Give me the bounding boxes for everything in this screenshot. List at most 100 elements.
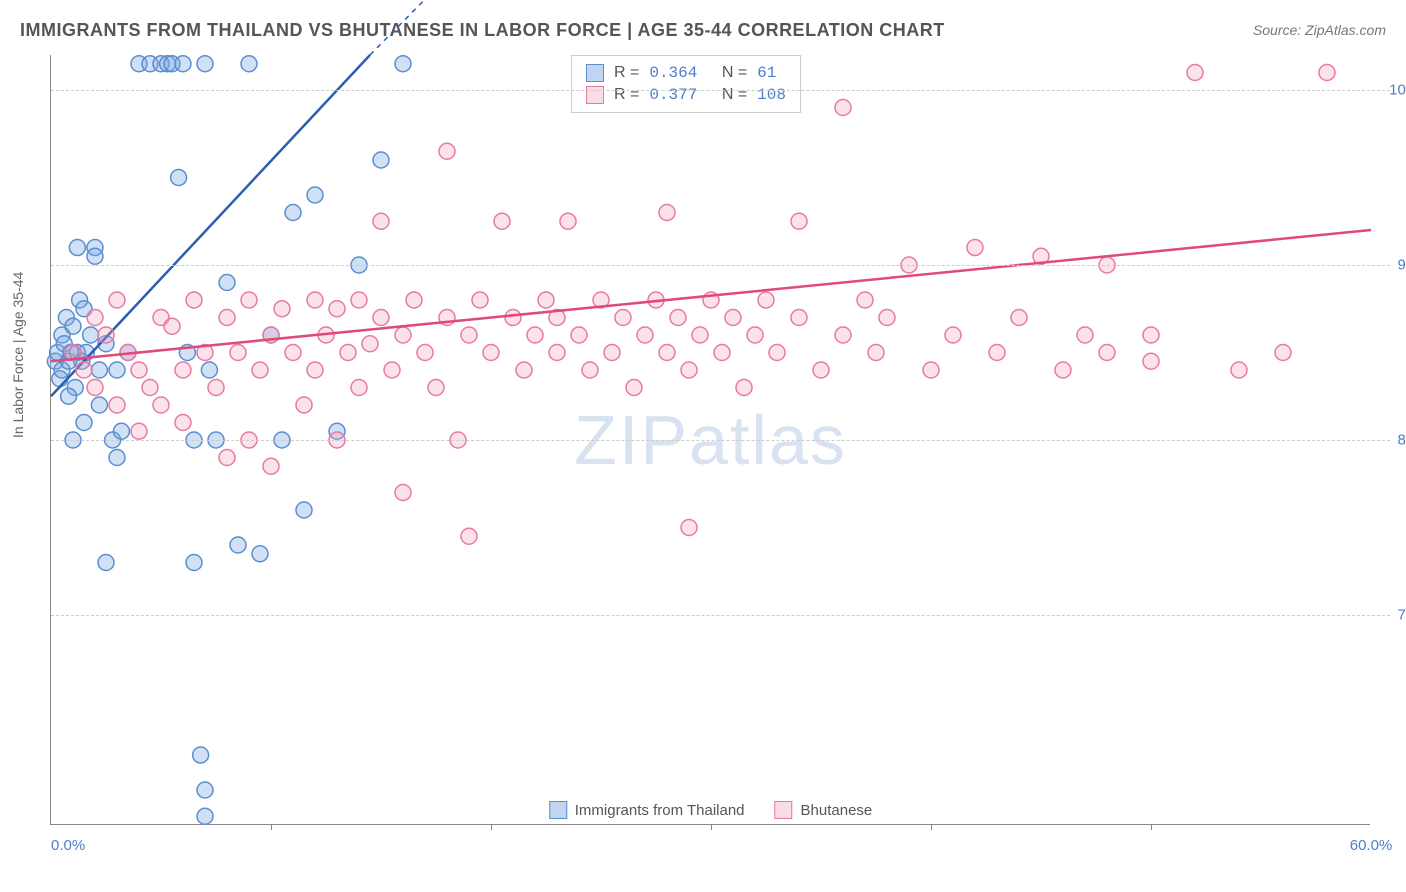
- data-point: [461, 528, 477, 544]
- legend-label: Bhutanese: [801, 802, 873, 819]
- data-point: [571, 327, 587, 343]
- data-point: [113, 423, 129, 439]
- data-point: [351, 292, 367, 308]
- data-point: [164, 318, 180, 334]
- data-point: [329, 301, 345, 317]
- source-attribution: Source: ZipAtlas.com: [1253, 22, 1386, 38]
- data-point: [193, 747, 209, 763]
- x-tick: [931, 824, 932, 830]
- data-point: [109, 450, 125, 466]
- data-point: [681, 520, 697, 536]
- data-point: [263, 458, 279, 474]
- x-tick-label: 0.0%: [51, 837, 85, 854]
- data-point: [285, 345, 301, 361]
- y-tick-label: 70.0%: [1380, 607, 1406, 624]
- data-point: [692, 327, 708, 343]
- data-point: [219, 275, 235, 291]
- data-point: [201, 362, 217, 378]
- n-label: N =: [722, 64, 747, 82]
- data-point: [615, 310, 631, 326]
- data-point: [252, 546, 268, 562]
- x-tick-label: 60.0%: [1350, 837, 1393, 854]
- data-point: [1275, 345, 1291, 361]
- n-label: N =: [722, 86, 747, 104]
- data-point: [384, 362, 400, 378]
- data-point: [274, 301, 290, 317]
- data-point: [945, 327, 961, 343]
- gridline: [51, 615, 1390, 616]
- data-point: [109, 397, 125, 413]
- data-point: [197, 56, 213, 72]
- data-point: [230, 345, 246, 361]
- data-point: [527, 327, 543, 343]
- data-point: [131, 362, 147, 378]
- n-value: 61: [757, 64, 776, 82]
- data-point: [395, 485, 411, 501]
- data-point: [87, 380, 103, 396]
- data-point: [76, 415, 92, 431]
- data-point: [923, 362, 939, 378]
- data-point: [582, 362, 598, 378]
- data-point: [373, 213, 389, 229]
- legend-item: Bhutanese: [775, 801, 873, 819]
- data-point: [186, 555, 202, 571]
- y-tick-label: 90.0%: [1380, 257, 1406, 274]
- stats-row: R = 0.364 N = 61: [586, 62, 786, 84]
- data-point: [1077, 327, 1093, 343]
- data-point: [725, 310, 741, 326]
- x-tick: [711, 824, 712, 830]
- data-point: [340, 345, 356, 361]
- data-point: [989, 345, 1005, 361]
- r-label: R =: [614, 86, 639, 104]
- data-point: [175, 362, 191, 378]
- gridline: [51, 440, 1390, 441]
- data-point: [98, 555, 114, 571]
- data-point: [835, 327, 851, 343]
- data-point: [1143, 327, 1159, 343]
- data-point: [406, 292, 422, 308]
- data-point: [505, 310, 521, 326]
- y-axis-title: In Labor Force | Age 35-44: [10, 272, 26, 438]
- data-point: [362, 336, 378, 352]
- gridline: [51, 265, 1390, 266]
- data-point: [296, 397, 312, 413]
- data-point: [87, 248, 103, 264]
- data-point: [373, 310, 389, 326]
- data-point: [142, 380, 158, 396]
- data-point: [65, 318, 81, 334]
- data-point: [714, 345, 730, 361]
- data-point: [373, 152, 389, 168]
- data-point: [538, 292, 554, 308]
- data-point: [175, 56, 191, 72]
- chart-title: IMMIGRANTS FROM THAILAND VS BHUTANESE IN…: [20, 20, 945, 41]
- data-point: [76, 362, 92, 378]
- data-point: [549, 345, 565, 361]
- swatch-blue-icon: [549, 801, 567, 819]
- data-point: [835, 100, 851, 116]
- data-point: [1187, 65, 1203, 81]
- y-tick-label: 80.0%: [1380, 432, 1406, 449]
- data-point: [1231, 362, 1247, 378]
- data-point: [351, 380, 367, 396]
- r-value: 0.364: [649, 64, 697, 82]
- r-label: R =: [614, 64, 639, 82]
- data-point: [69, 240, 85, 256]
- gridline: [51, 90, 1390, 91]
- data-point: [472, 292, 488, 308]
- plot-area: ZIPatlas R = 0.364 N = 61 R = 0.377 N = …: [50, 55, 1370, 825]
- data-point: [461, 327, 477, 343]
- swatch-pink-icon: [775, 801, 793, 819]
- data-point: [197, 808, 213, 824]
- data-point: [879, 310, 895, 326]
- legend-label: Immigrants from Thailand: [575, 802, 745, 819]
- data-point: [417, 345, 433, 361]
- data-point: [857, 292, 873, 308]
- data-point: [1055, 362, 1071, 378]
- data-point: [791, 213, 807, 229]
- data-point: [670, 310, 686, 326]
- swatch-pink-icon: [586, 86, 604, 104]
- y-tick-label: 100.0%: [1380, 82, 1406, 99]
- n-value: 108: [757, 86, 786, 104]
- data-point: [241, 56, 257, 72]
- data-point: [307, 187, 323, 203]
